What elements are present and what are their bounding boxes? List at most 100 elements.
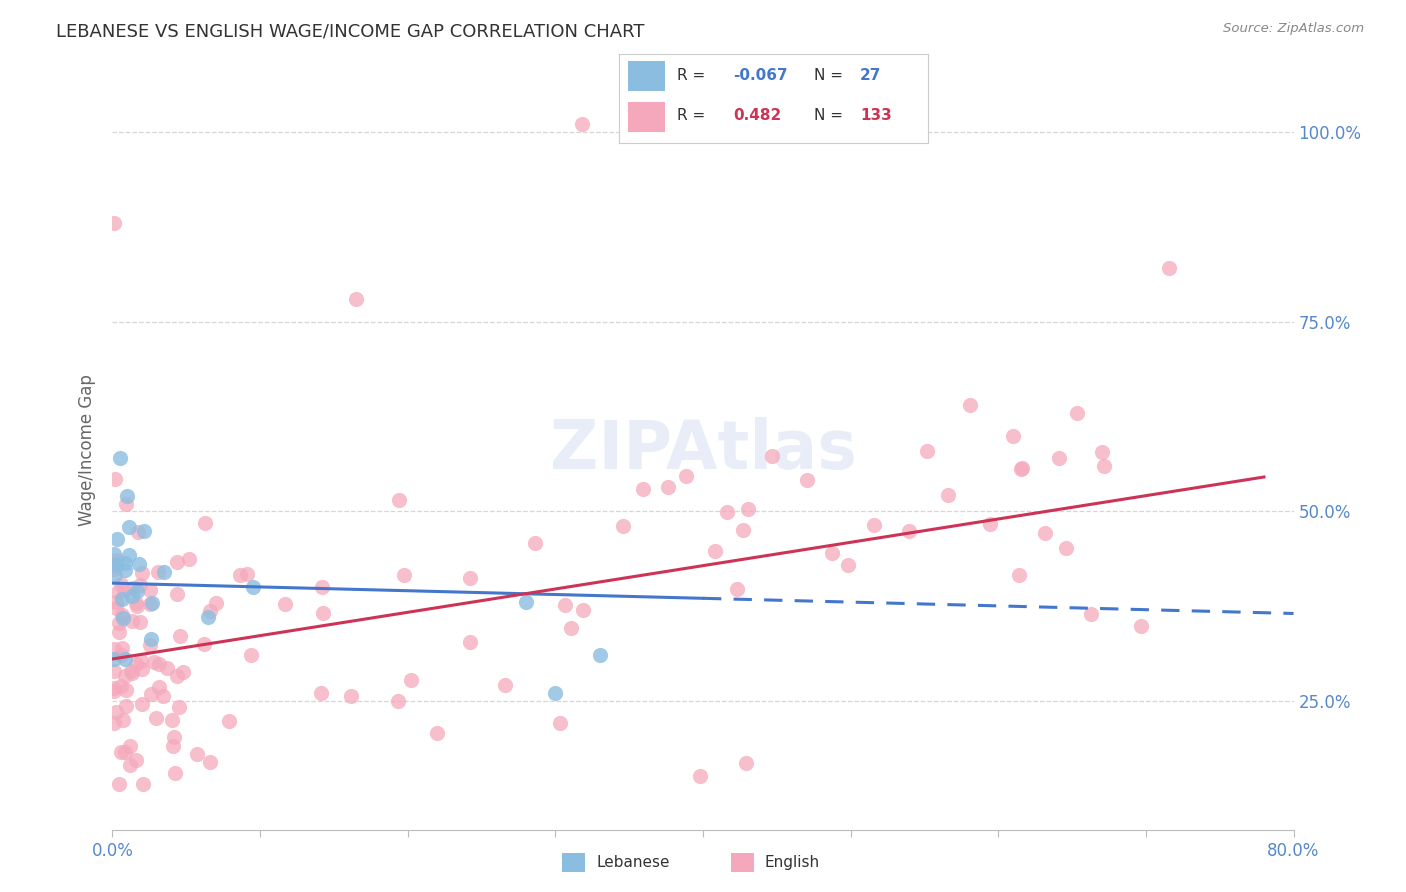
Text: 0.482: 0.482: [733, 109, 782, 123]
Point: [1092, 459, 1115, 474]
Point: [169, 629, 191, 643]
Point: [103, 562, 125, 576]
Point: [127, 599, 149, 614]
Point: [118, 739, 141, 753]
Point: [139, 598, 162, 612]
Point: [544, 686, 567, 700]
Point: [125, 657, 148, 671]
Point: [124, 753, 146, 767]
Point: [689, 769, 711, 784]
Point: [139, 687, 162, 701]
Point: [112, 582, 135, 597]
Point: [458, 635, 481, 649]
Point: [917, 443, 939, 458]
Point: [186, 747, 208, 761]
Text: R =: R =: [678, 109, 706, 123]
Point: [114, 556, 136, 570]
Point: [121, 666, 143, 681]
Point: [194, 516, 217, 531]
Point: [120, 664, 142, 678]
Point: [560, 621, 582, 635]
Point: [388, 492, 411, 507]
Point: [1011, 461, 1033, 475]
Point: [588, 648, 610, 662]
Point: [121, 589, 143, 603]
Point: [197, 610, 219, 624]
Point: [163, 730, 186, 744]
Point: [139, 632, 162, 647]
Point: [104, 558, 127, 572]
Point: [242, 580, 264, 594]
Point: [426, 725, 449, 739]
Text: -0.067: -0.067: [733, 69, 787, 83]
Point: [115, 497, 138, 511]
Point: [118, 520, 141, 534]
Point: [458, 571, 481, 585]
Point: [103, 642, 125, 657]
Point: [198, 604, 221, 618]
Point: [554, 599, 576, 613]
Point: [107, 615, 129, 630]
Point: [167, 699, 190, 714]
Point: [675, 468, 697, 483]
Point: [104, 595, 127, 609]
Point: [107, 585, 129, 599]
Point: [936, 488, 959, 502]
Point: [204, 596, 226, 610]
Text: Lebanese: Lebanese: [596, 855, 669, 870]
Point: [105, 601, 128, 615]
Point: [129, 615, 152, 629]
Point: [494, 678, 516, 692]
Point: [515, 595, 537, 609]
Point: [104, 472, 127, 486]
Point: [162, 739, 184, 753]
Point: [821, 546, 844, 560]
Point: [110, 577, 132, 591]
Point: [121, 614, 143, 628]
Point: [114, 669, 136, 683]
Point: [108, 625, 131, 640]
Point: [703, 544, 725, 558]
Point: [103, 547, 125, 561]
Point: [737, 502, 759, 516]
Point: [548, 716, 571, 731]
Text: Source: ZipAtlas.com: Source: ZipAtlas.com: [1223, 22, 1364, 36]
Point: [401, 673, 423, 688]
Point: [105, 706, 128, 720]
Text: 133: 133: [860, 109, 891, 123]
Point: [193, 637, 215, 651]
Point: [218, 714, 240, 728]
Text: N =: N =: [814, 109, 842, 123]
Point: [163, 766, 186, 780]
Point: [118, 548, 141, 562]
Point: [898, 524, 921, 538]
Text: ZIPAtlas: ZIPAtlas: [550, 417, 856, 483]
Point: [103, 716, 125, 731]
Point: [127, 524, 149, 539]
Bar: [628, 102, 665, 132]
Point: [103, 652, 125, 666]
Point: [104, 568, 127, 582]
Text: 27: 27: [860, 69, 882, 83]
Point: [125, 583, 148, 598]
Point: [114, 745, 136, 759]
Point: [146, 565, 169, 579]
Point: [112, 713, 135, 727]
Point: [311, 581, 333, 595]
Point: [139, 639, 162, 653]
Point: [111, 640, 134, 655]
Point: [239, 648, 262, 662]
Text: R =: R =: [678, 69, 706, 83]
Point: [111, 591, 134, 606]
Point: [166, 669, 188, 683]
Point: [612, 519, 634, 533]
Point: [131, 566, 153, 581]
Point: [1159, 261, 1181, 276]
Point: [340, 689, 363, 703]
Point: [179, 551, 201, 566]
Point: [346, 292, 368, 306]
Point: [959, 398, 981, 412]
Point: [114, 563, 136, 577]
Point: [731, 523, 754, 537]
Point: [716, 505, 738, 519]
